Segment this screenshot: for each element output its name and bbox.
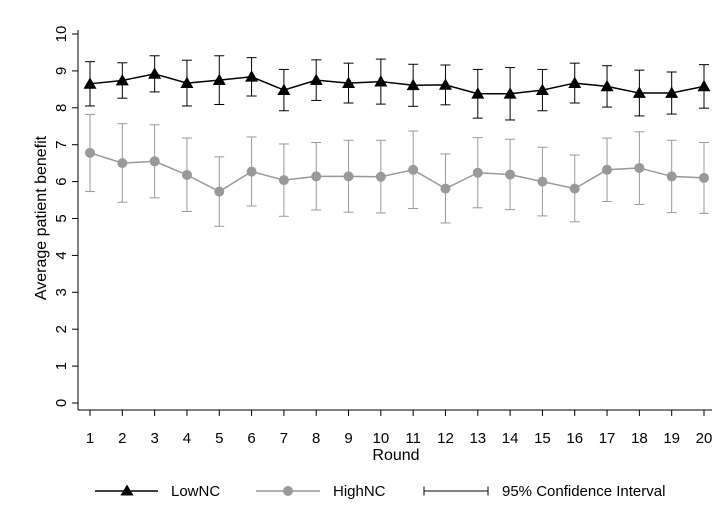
lownc-point-17 xyxy=(600,79,614,92)
lownc-point-2 xyxy=(115,73,129,86)
lownc-point-12 xyxy=(438,78,452,90)
lownc-point-5 xyxy=(212,73,226,85)
y-tick-label-0: 0 xyxy=(53,399,70,407)
highnc-point-14 xyxy=(505,169,516,180)
y-axis-title: Average patient benefit xyxy=(33,135,50,300)
lownc-point-15 xyxy=(535,83,549,95)
highnc-series-line xyxy=(89,152,705,193)
lownc-point-7 xyxy=(277,83,291,95)
x-tick-label-7: 7 xyxy=(280,430,288,447)
x-tick-label-5: 5 xyxy=(215,430,223,447)
lownc-point-6 xyxy=(245,70,259,82)
legend-lownc-label: LowNC xyxy=(171,483,220,500)
highnc-point-18 xyxy=(634,162,645,173)
lownc-point-10 xyxy=(374,75,388,87)
lownc-point-20 xyxy=(697,79,711,92)
y-tick-label-4: 4 xyxy=(53,251,70,259)
x-tick-label-18: 18 xyxy=(631,430,648,447)
x-tick-label-14: 14 xyxy=(502,430,519,447)
highnc-point-1 xyxy=(85,147,95,158)
highnc-point-6 xyxy=(246,166,257,177)
legend: LowNC HighNC 95% Confidence Interval xyxy=(95,483,665,500)
highnc-point-19 xyxy=(666,171,677,182)
x-tick-label-8: 8 xyxy=(312,430,320,447)
lownc-point-19 xyxy=(665,86,679,98)
lownc-point-4 xyxy=(180,76,194,88)
legend-highnc-label: HighNC xyxy=(333,483,386,500)
y-tick-label-9: 9 xyxy=(53,67,70,75)
highnc-point-20 xyxy=(699,172,709,183)
lownc-point-13 xyxy=(471,87,485,99)
x-tick-label-4: 4 xyxy=(183,430,191,447)
x-tick-label-2: 2 xyxy=(118,430,126,447)
x-axis-title: Round xyxy=(372,447,419,464)
x-tick-label-13: 13 xyxy=(469,430,486,447)
y-tick-label-3: 3 xyxy=(53,288,70,296)
y-tick-label-1: 1 xyxy=(53,362,70,370)
highnc-point-17 xyxy=(602,164,613,175)
highnc-point-16 xyxy=(569,183,580,194)
x-tick-label-3: 3 xyxy=(150,430,158,447)
x-tick-label-19: 19 xyxy=(663,430,680,447)
highnc-point-8 xyxy=(311,171,322,182)
lownc-point-9 xyxy=(342,76,356,88)
lownc-point-3 xyxy=(148,67,162,79)
highnc-point-10 xyxy=(375,171,386,182)
lownc-series-line xyxy=(89,73,705,95)
x-tick-label-1: 1 xyxy=(86,430,94,447)
x-tick-label-12: 12 xyxy=(437,430,454,447)
highnc-point-13 xyxy=(472,167,483,178)
x-tick-label-16: 16 xyxy=(566,430,583,447)
x-tick-label-6: 6 xyxy=(247,430,255,447)
y-tick-label-6: 6 xyxy=(53,177,70,185)
y-tick-label-2: 2 xyxy=(53,325,70,333)
highnc-point-2 xyxy=(117,158,128,169)
lownc-point-16 xyxy=(568,76,582,88)
highnc-point-15 xyxy=(537,176,548,187)
highnc-point-12 xyxy=(440,183,451,194)
legend-lownc-triangle-icon xyxy=(120,484,134,496)
lownc-point-8 xyxy=(309,73,323,85)
y-tick-label-5: 5 xyxy=(53,214,70,222)
highnc-point-9 xyxy=(343,171,354,182)
y-tick-label-10: 10 xyxy=(53,26,70,43)
highnc-point-3 xyxy=(149,156,160,167)
highnc-point-4 xyxy=(181,169,192,180)
x-tick-label-15: 15 xyxy=(534,430,551,447)
x-tick-label-9: 9 xyxy=(344,430,352,447)
x-tick-label-10: 10 xyxy=(372,430,389,447)
x-tick-label-17: 17 xyxy=(599,430,616,447)
x-tick-label-20: 20 xyxy=(696,430,713,447)
legend-ci-label: 95% Confidence Interval xyxy=(502,483,665,500)
legend-highnc-circle-icon xyxy=(283,486,293,496)
highnc-point-11 xyxy=(408,164,419,175)
x-tick-label-11: 11 xyxy=(405,430,421,447)
y-tick-label-8: 8 xyxy=(53,104,70,112)
highnc-point-7 xyxy=(278,175,289,186)
lownc-point-14 xyxy=(503,87,517,99)
lownc-point-11 xyxy=(406,78,420,91)
lownc-point-1 xyxy=(83,77,97,89)
highnc-point-5 xyxy=(214,186,225,197)
y-tick-label-7: 7 xyxy=(53,141,70,149)
lownc-point-18 xyxy=(632,86,646,98)
series-layer xyxy=(83,67,711,197)
